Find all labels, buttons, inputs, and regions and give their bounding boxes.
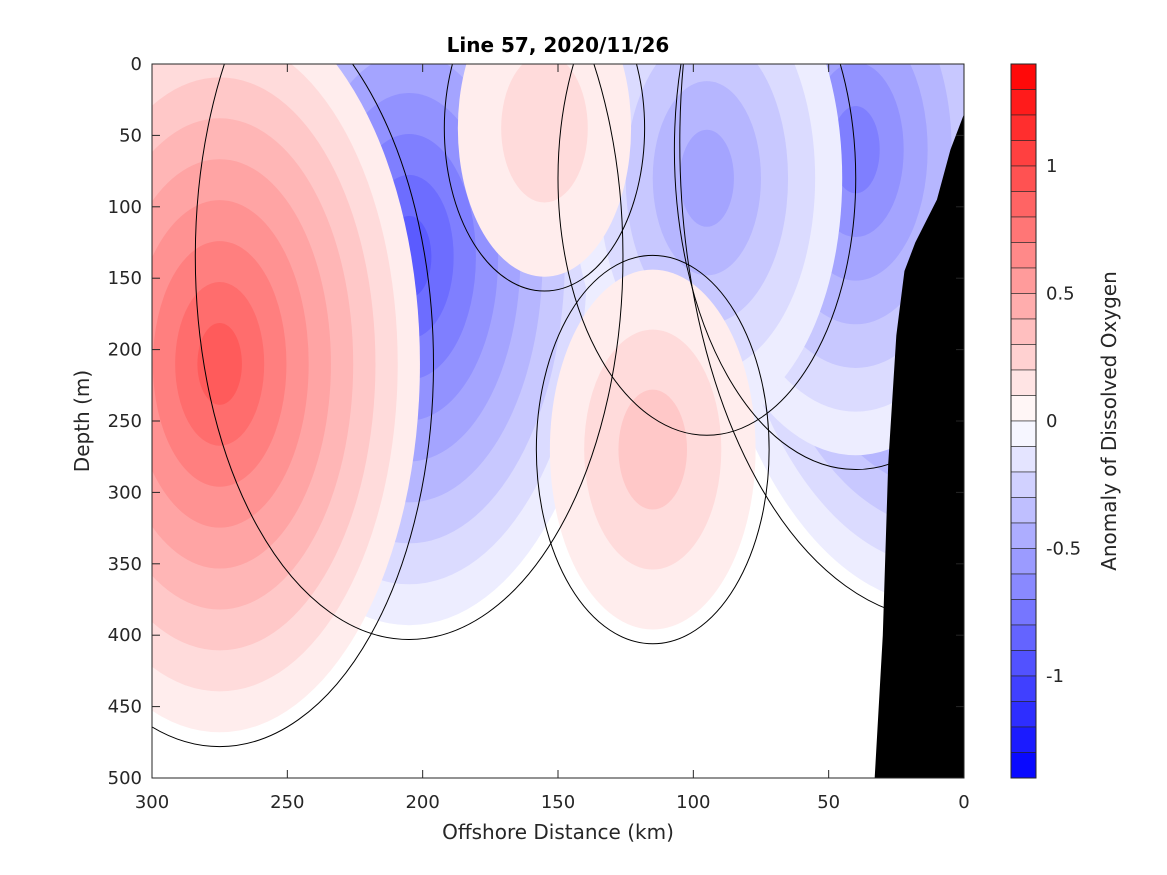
y-tick-label: 300	[108, 482, 142, 503]
y-tick-label: 250	[108, 411, 142, 432]
seafloor-bathymetry	[874, 113, 964, 778]
x-tick-label: 200	[405, 792, 439, 813]
zero-contour-3	[673, 64, 964, 470]
colorbar-title: Anomaly of Dissolved Oxygen	[1097, 271, 1121, 571]
colorbar-frame	[1010, 63, 1037, 779]
colorbar-bin	[1010, 216, 1037, 243]
x-tick-label: 0	[958, 792, 969, 813]
y-tick-label: 150	[108, 268, 142, 289]
x-tick-label: 100	[676, 792, 710, 813]
bathymetry-polygon	[874, 113, 964, 778]
x-tick-label: 150	[541, 792, 575, 813]
anomaly-field	[152, 64, 964, 733]
colorbar-bin	[1010, 701, 1037, 728]
x-tick-label: 250	[270, 792, 304, 813]
y-tick-label: 50	[119, 125, 142, 146]
colorbar-bin	[1010, 548, 1037, 575]
anomaly-core-6	[457, 64, 632, 277]
colorbar-bin	[1010, 624, 1037, 651]
colorbar-tick-label: 1	[1046, 156, 1057, 177]
zero-contour-1	[194, 64, 624, 640]
x-tick-label: 50	[817, 792, 840, 813]
y-axis-title: Depth (m)	[70, 370, 94, 472]
anomaly-level-6-2	[501, 64, 588, 203]
y-tick-label: 100	[108, 197, 142, 218]
colorbar-bin	[1010, 446, 1037, 473]
y-tick-label: 200	[108, 340, 142, 361]
zero-contour-2	[152, 64, 434, 747]
colorbar-bin	[1010, 344, 1037, 371]
colorbar-bin	[1010, 114, 1037, 141]
y-tick-label: 500	[108, 768, 142, 789]
y-tick-label: 450	[108, 697, 142, 718]
colorbar-bin	[1010, 522, 1037, 549]
zero-contour-6	[443, 64, 646, 292]
zero-contour-4	[557, 64, 857, 436]
colorbar	[1010, 63, 1037, 779]
colorbar-tick-label: 0.5	[1046, 284, 1075, 305]
colorbar-bin	[1010, 267, 1037, 294]
colorbar-ticks: 1 0.5 0 -0.5 -1	[1046, 156, 1081, 687]
y-tick-label: 400	[108, 625, 142, 646]
x-axis-ticks: 300 250 200 150 100 50 0	[135, 64, 970, 813]
colorbar-bin	[1010, 650, 1037, 677]
anomaly-core-2	[152, 64, 420, 733]
colorbar-bin	[1010, 726, 1037, 753]
colorbar-bin	[1010, 89, 1037, 116]
colorbar-bin	[1010, 293, 1037, 320]
colorbar-tick-label: -0.5	[1046, 539, 1081, 560]
anomaly-level-5-3	[618, 389, 688, 510]
y-axis-ticks: 0 50 100 150 200 250 300 350 400 450 500	[108, 54, 964, 789]
y-tick-label: 0	[131, 54, 142, 75]
y-tick-label: 350	[108, 554, 142, 575]
colorbar-bin	[1010, 318, 1037, 345]
zero-contour-lines	[152, 64, 964, 747]
anomaly-level-3-7	[831, 106, 880, 194]
anomaly-level-4-5	[679, 129, 734, 227]
chart-title: Line 57, 2020/11/26	[447, 33, 670, 57]
colorbar-bin	[1010, 369, 1037, 396]
colorbar-bin	[1010, 573, 1037, 600]
colorbar-bin	[1010, 242, 1037, 269]
colorbar-bin	[1010, 395, 1037, 422]
colorbar-bin	[1010, 420, 1037, 447]
colorbar-bin	[1010, 675, 1037, 702]
x-axis-title: Offshore Distance (km)	[442, 820, 674, 844]
colorbar-bin	[1010, 599, 1037, 626]
colorbar-bin	[1010, 165, 1037, 192]
colorbar-tick-label: -1	[1046, 666, 1064, 687]
colorbar-bin	[1010, 63, 1037, 90]
colorbar-bin	[1010, 752, 1037, 779]
anomaly-level-2-9	[197, 322, 242, 405]
x-tick-label: 300	[135, 792, 169, 813]
colorbar-bin	[1010, 471, 1037, 498]
colorbar-bin	[1010, 497, 1037, 524]
colorbar-tick-label: 0	[1046, 411, 1057, 432]
colorbar-bin	[1010, 191, 1037, 218]
colorbar-bin	[1010, 140, 1037, 167]
zero-contour-5	[535, 254, 770, 645]
anomaly-core-5	[549, 269, 756, 630]
